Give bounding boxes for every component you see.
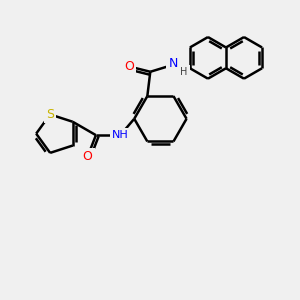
Text: H: H xyxy=(181,67,188,77)
Text: O: O xyxy=(82,150,92,163)
Text: NH: NH xyxy=(112,130,129,140)
Text: S: S xyxy=(46,108,54,121)
Text: N: N xyxy=(169,57,178,70)
Text: O: O xyxy=(124,60,134,73)
